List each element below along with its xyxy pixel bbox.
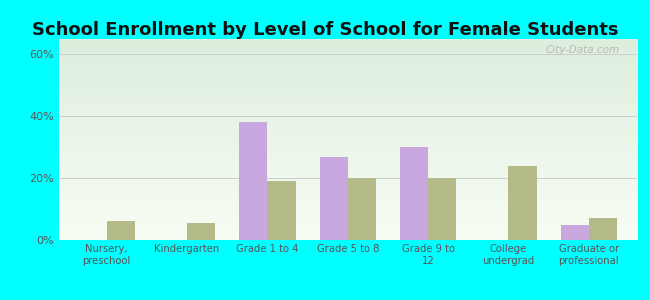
Text: School Enrollment by Level of School for Female Students: School Enrollment by Level of School for… <box>32 21 618 39</box>
Bar <box>561 224 589 240</box>
Bar <box>239 122 267 240</box>
Text: City-Data.com: City-Data.com <box>545 45 619 55</box>
Bar <box>267 181 296 240</box>
Bar <box>400 147 428 240</box>
Bar <box>320 157 348 240</box>
Bar <box>589 218 617 240</box>
Bar <box>428 178 456 240</box>
Bar <box>187 223 215 240</box>
Bar <box>508 166 536 240</box>
Bar <box>348 178 376 240</box>
Bar <box>107 221 135 240</box>
